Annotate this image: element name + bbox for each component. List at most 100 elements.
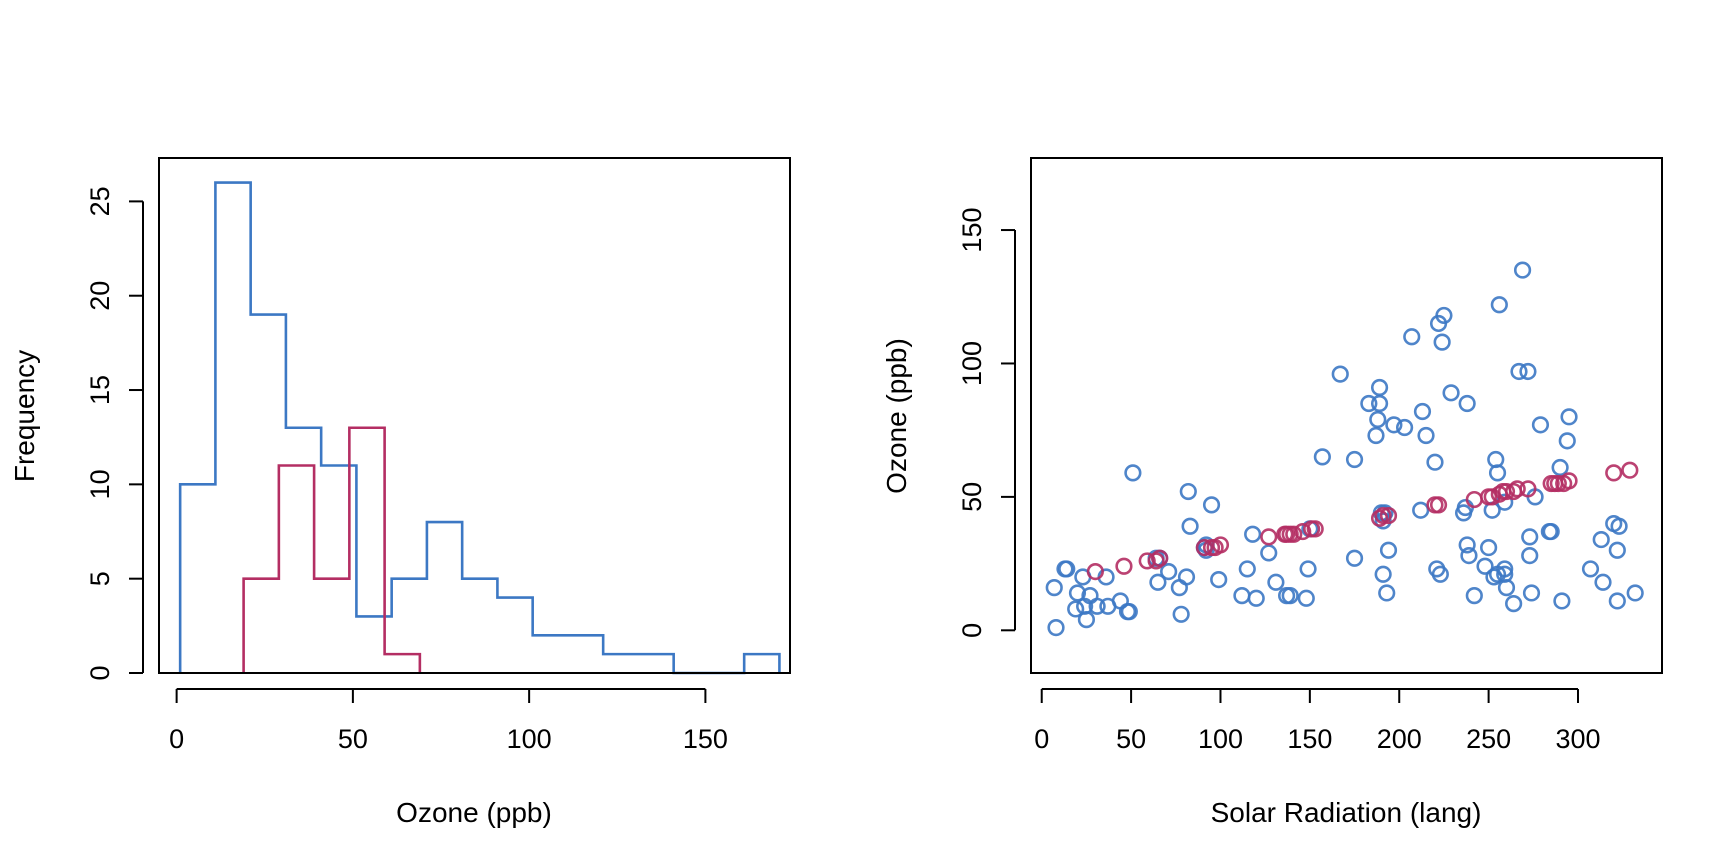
scatter-point — [1426, 453, 1444, 471]
scatter-point — [1374, 512, 1392, 530]
scatter-x-tick-label: 100 — [1198, 724, 1243, 754]
histogram-series-observed — [178, 181, 781, 675]
histogram-step-outline — [242, 426, 422, 673]
scatter-point — [1370, 509, 1389, 527]
scatter-point — [1412, 501, 1430, 519]
scatter-y-tick-label: 150 — [957, 208, 987, 253]
scatter-point — [1281, 587, 1299, 605]
scatter-point — [1147, 552, 1165, 570]
scatter-point — [1488, 464, 1507, 482]
scatter-point — [1068, 584, 1087, 602]
scatter-point — [1244, 525, 1262, 543]
scatter-point — [1505, 595, 1523, 613]
scatter-series-observed — [1045, 261, 1644, 637]
scatter-point — [1297, 589, 1315, 607]
scatter-point — [1088, 597, 1106, 615]
scatter-x-tick-label: 300 — [1555, 724, 1600, 754]
scatter-point — [1306, 520, 1324, 538]
histogram-x-tick-label: 50 — [338, 724, 368, 754]
histogram-y-axis: 0 5 10 15 20 25 — [85, 186, 144, 681]
scatter-point — [1138, 552, 1156, 570]
scatter-y-axis: 0 50 100 150 — [957, 208, 1016, 638]
scatter-point — [1379, 506, 1398, 525]
histogram-step-outline — [178, 181, 781, 675]
scatter-point — [1170, 579, 1188, 597]
scatter-point — [1211, 536, 1230, 554]
scatter-x-tick-label: 200 — [1377, 724, 1422, 754]
scatter-x-tick-label: 250 — [1466, 724, 1511, 754]
scatter-point — [1485, 568, 1503, 586]
histogram-x-tick-label: 150 — [683, 724, 728, 754]
scatter-y-tick-label: 50 — [957, 482, 987, 512]
histogram-y-tick-label: 10 — [85, 469, 115, 499]
histogram-y-tick-label: 20 — [85, 281, 115, 311]
scatter-point — [1594, 573, 1612, 591]
scatter-point — [1067, 600, 1085, 618]
scatter-point — [1124, 464, 1142, 482]
scatter-series-layer — [1045, 261, 1644, 637]
histogram-plot-frame — [158, 157, 791, 674]
scatter-point — [1299, 560, 1317, 578]
scatter-point — [1458, 536, 1476, 554]
histogram-bin — [638, 654, 673, 673]
scatter-point — [1435, 306, 1453, 325]
scatter-point — [1605, 464, 1623, 482]
scatter-point — [1260, 544, 1278, 562]
scatter-point — [1549, 474, 1567, 493]
scatter-point — [1115, 557, 1133, 575]
scatter-point — [1626, 584, 1644, 602]
scatter-point — [1460, 546, 1478, 565]
histogram-x-axis-title: Ozone (ppb) — [396, 797, 552, 828]
scatter-point — [1045, 579, 1063, 597]
scatter-point — [1360, 394, 1378, 413]
scatter-point — [1179, 482, 1197, 501]
scatter-x-tick-label: 150 — [1287, 724, 1332, 754]
histogram-series-layer — [178, 181, 781, 675]
histogram-x-tick-label: 0 — [169, 724, 184, 754]
histogram-bin — [180, 484, 215, 673]
histogram-bin — [427, 522, 462, 673]
scatter-point — [1608, 541, 1626, 559]
scatter-point — [1542, 522, 1560, 541]
histogram-series-predicted — [242, 426, 422, 673]
histogram-bin — [385, 654, 420, 673]
scatter-point — [1233, 587, 1251, 605]
histogram-bin — [314, 579, 349, 673]
scatter-point — [1151, 549, 1169, 567]
histogram-y-tick-label: 5 — [85, 571, 115, 586]
scatter-point — [1513, 261, 1532, 279]
scatter-point — [1560, 408, 1578, 426]
scatter-point — [1592, 530, 1610, 549]
scatter-point — [1379, 541, 1398, 559]
scatter-point — [1522, 584, 1541, 602]
scatter-point — [1521, 528, 1539, 546]
scatter-point — [1521, 546, 1539, 565]
histogram-x-tick-label: 100 — [507, 724, 552, 754]
scatter-point — [1370, 394, 1389, 413]
scatter-point — [1431, 565, 1449, 583]
scatter-x-tick-label: 0 — [1034, 724, 1049, 754]
histogram-bin — [603, 654, 638, 673]
scatter-point — [1581, 560, 1600, 578]
scatter-point — [1413, 402, 1432, 421]
scatter-series-fitted — [1086, 461, 1639, 581]
histogram-bin — [568, 635, 603, 673]
scatter-point — [1508, 480, 1526, 498]
scatter-point — [1378, 584, 1396, 602]
scatter-point — [1120, 603, 1138, 621]
histogram-bin — [279, 465, 314, 673]
histogram-bin — [349, 428, 384, 673]
scatter-point — [1374, 506, 1392, 525]
scatter-point — [1497, 579, 1516, 597]
scatter-point — [1370, 378, 1389, 397]
scatter-point — [1345, 450, 1364, 469]
scatter-point — [1210, 571, 1228, 589]
scatter-point — [1313, 448, 1331, 466]
scatter-point — [1181, 517, 1199, 535]
scatter-point — [1202, 496, 1221, 514]
scatter-point — [1267, 573, 1285, 591]
scatter-plot-frame — [1030, 157, 1663, 674]
scatter-y-axis-title: Ozone (ppb) — [881, 338, 912, 494]
scatter-point — [1374, 565, 1392, 583]
